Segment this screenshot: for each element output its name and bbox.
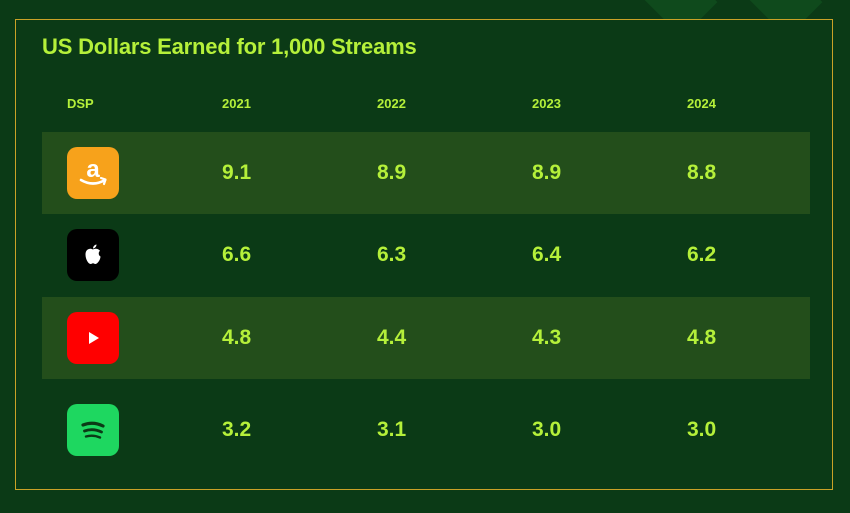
cell-apple-2023: 6.4 [532, 243, 562, 266]
chart-panel: US Dollars Earned for 1,000 Streams DSP … [15, 19, 833, 490]
cell-spotify-2021: 3.2 [222, 418, 252, 441]
cell-apple-2022: 6.3 [377, 243, 407, 266]
table-row-amazon: a 9.1 8.9 8.9 8.8 [42, 132, 810, 214]
table-row-spotify: 3.2 3.1 3.0 3.0 [42, 389, 810, 471]
cell-apple-2024: 6.2 [687, 243, 717, 266]
cell-spotify-2024: 3.0 [687, 418, 717, 441]
header-2021: 2021 [222, 96, 251, 111]
header-dsp: DSP [67, 96, 94, 111]
cell-amazon-2023: 8.9 [532, 161, 562, 184]
header-2024: 2024 [687, 96, 716, 111]
table-header-row: DSP 2021 2022 2023 2024 [16, 96, 832, 116]
header-2022: 2022 [377, 96, 406, 111]
cell-amazon-2021: 9.1 [222, 161, 252, 184]
cell-youtube-2022: 4.4 [377, 326, 407, 349]
header-2023: 2023 [532, 96, 561, 111]
cell-apple-2021: 6.6 [222, 243, 252, 266]
youtube-icon [67, 312, 119, 364]
svg-text:a: a [86, 156, 100, 183]
cell-spotify-2023: 3.0 [532, 418, 562, 441]
cell-amazon-2022: 8.9 [377, 161, 407, 184]
table-row-youtube: 4.8 4.4 4.3 4.8 [42, 297, 810, 379]
chart-title: US Dollars Earned for 1,000 Streams [42, 34, 417, 59]
spotify-icon [67, 404, 119, 456]
table-row-apple: 6.6 6.3 6.4 6.2 [42, 214, 810, 296]
amazon-music-icon: a [67, 147, 119, 199]
cell-amazon-2024: 8.8 [687, 161, 717, 184]
cell-youtube-2023: 4.3 [532, 326, 562, 349]
cell-spotify-2022: 3.1 [377, 418, 407, 441]
cell-youtube-2021: 4.8 [222, 326, 252, 349]
cell-youtube-2024: 4.8 [687, 326, 717, 349]
apple-music-icon [67, 229, 119, 281]
